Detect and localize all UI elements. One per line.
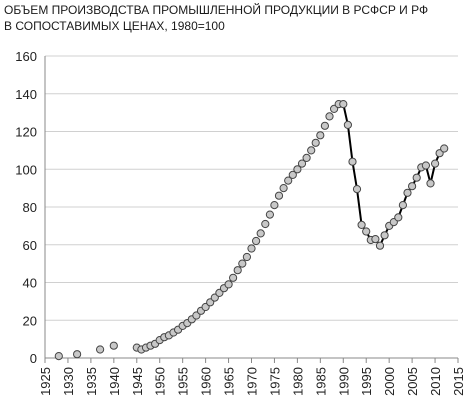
y-tick-label: 40: [23, 276, 37, 291]
data-point: [440, 144, 449, 153]
data-point: [297, 159, 307, 168]
y-tick-label: 100: [15, 162, 37, 177]
data-point: [256, 229, 265, 238]
data-point: [408, 182, 417, 191]
x-tick-label: 1995: [359, 367, 374, 396]
data-point: [73, 350, 82, 359]
data-point: [403, 188, 412, 197]
x-tick-label: 1925: [38, 367, 53, 396]
y-tick-label: 80: [23, 200, 37, 215]
chart-title: ОБЪЕМ ПРОИЗВОДСТВА ПРОМЫШЛЕННОЙ ПРОДУКЦИ…: [4, 2, 470, 34]
data-point: [274, 191, 284, 200]
x-tick-label: 1980: [290, 367, 305, 396]
data-point: [357, 220, 366, 229]
data-point: [284, 176, 293, 185]
y-tick-label: 120: [15, 125, 37, 140]
data-point: [224, 280, 233, 289]
data-point: [252, 236, 261, 246]
x-tick-label: 1990: [336, 367, 351, 396]
data-point: [380, 231, 389, 240]
data-point: [293, 165, 302, 174]
x-tick-label: 2000: [382, 367, 397, 396]
y-tick-label: 60: [23, 238, 37, 253]
data-point: [362, 227, 371, 236]
data-point: [229, 273, 238, 282]
x-tick-label: 1935: [84, 367, 99, 396]
data-point: [288, 170, 297, 179]
data-point: [316, 131, 325, 140]
y-tick-label: 140: [15, 87, 37, 102]
data-point: [109, 341, 118, 350]
data-point: [320, 121, 329, 130]
y-axis-ticks: 0 20 40 60 80 100 120 140 160: [15, 49, 37, 366]
data-point: [325, 112, 334, 121]
y-tick-label: 160: [15, 49, 37, 64]
data-point: [343, 120, 352, 130]
data-point: [339, 100, 348, 109]
x-tick-label: 2005: [405, 367, 420, 396]
data-point: [96, 345, 105, 354]
y-tick-label: 0: [30, 351, 37, 366]
data-point: [247, 244, 256, 253]
data-point: [330, 104, 339, 114]
x-tick-label: 1955: [176, 367, 191, 396]
data-point: [431, 159, 440, 168]
x-tick-label: 1950: [153, 367, 168, 396]
data-point: [412, 173, 421, 182]
data-point: [371, 235, 380, 244]
x-axis-ticks: 1925 1930 1935 1940 1945 1950 1955 1960 1965 1970…: [38, 358, 466, 396]
x-tick-label: 1970: [245, 367, 260, 396]
gridlines: [45, 55, 458, 321]
x-tick-label: 1965: [222, 367, 237, 396]
data-point: [261, 219, 270, 229]
data-point: [238, 259, 247, 268]
x-tick-label: 1930: [61, 367, 76, 396]
data-point: [307, 146, 316, 155]
x-tick-label: 1940: [107, 367, 122, 396]
data-point: [270, 201, 279, 210]
data-point: [233, 266, 242, 275]
data-point: [265, 210, 274, 219]
data-point: [348, 157, 357, 166]
data-point: [398, 201, 407, 210]
chart-title-line-2: В СОПОСТАВИМЫХ ЦЕНАХ, 1980=100: [4, 19, 225, 33]
data-point: [311, 138, 320, 147]
data-point: [54, 352, 63, 361]
data-point: [426, 179, 435, 188]
data-series: [54, 100, 449, 361]
data-point: [394, 213, 403, 222]
data-point: [302, 153, 311, 162]
x-tick-label: 1945: [130, 367, 145, 396]
x-tick-label: 1975: [267, 367, 282, 396]
y-tick-label: 20: [23, 313, 37, 328]
data-point: [421, 161, 430, 170]
x-tick-label: 2015: [451, 367, 466, 396]
x-tick-label: 1985: [313, 367, 328, 396]
data-point: [279, 184, 288, 193]
data-point: [352, 185, 362, 194]
x-tick-label: 2010: [428, 367, 443, 396]
data-point: [242, 252, 251, 262]
x-tick-label: 1960: [199, 367, 214, 396]
chart-title-line-1: ОБЪЕМ ПРОИЗВОДСТВА ПРОМЫШЛЕННОЙ ПРОДУКЦИ…: [4, 3, 429, 17]
data-point: [375, 241, 385, 250]
